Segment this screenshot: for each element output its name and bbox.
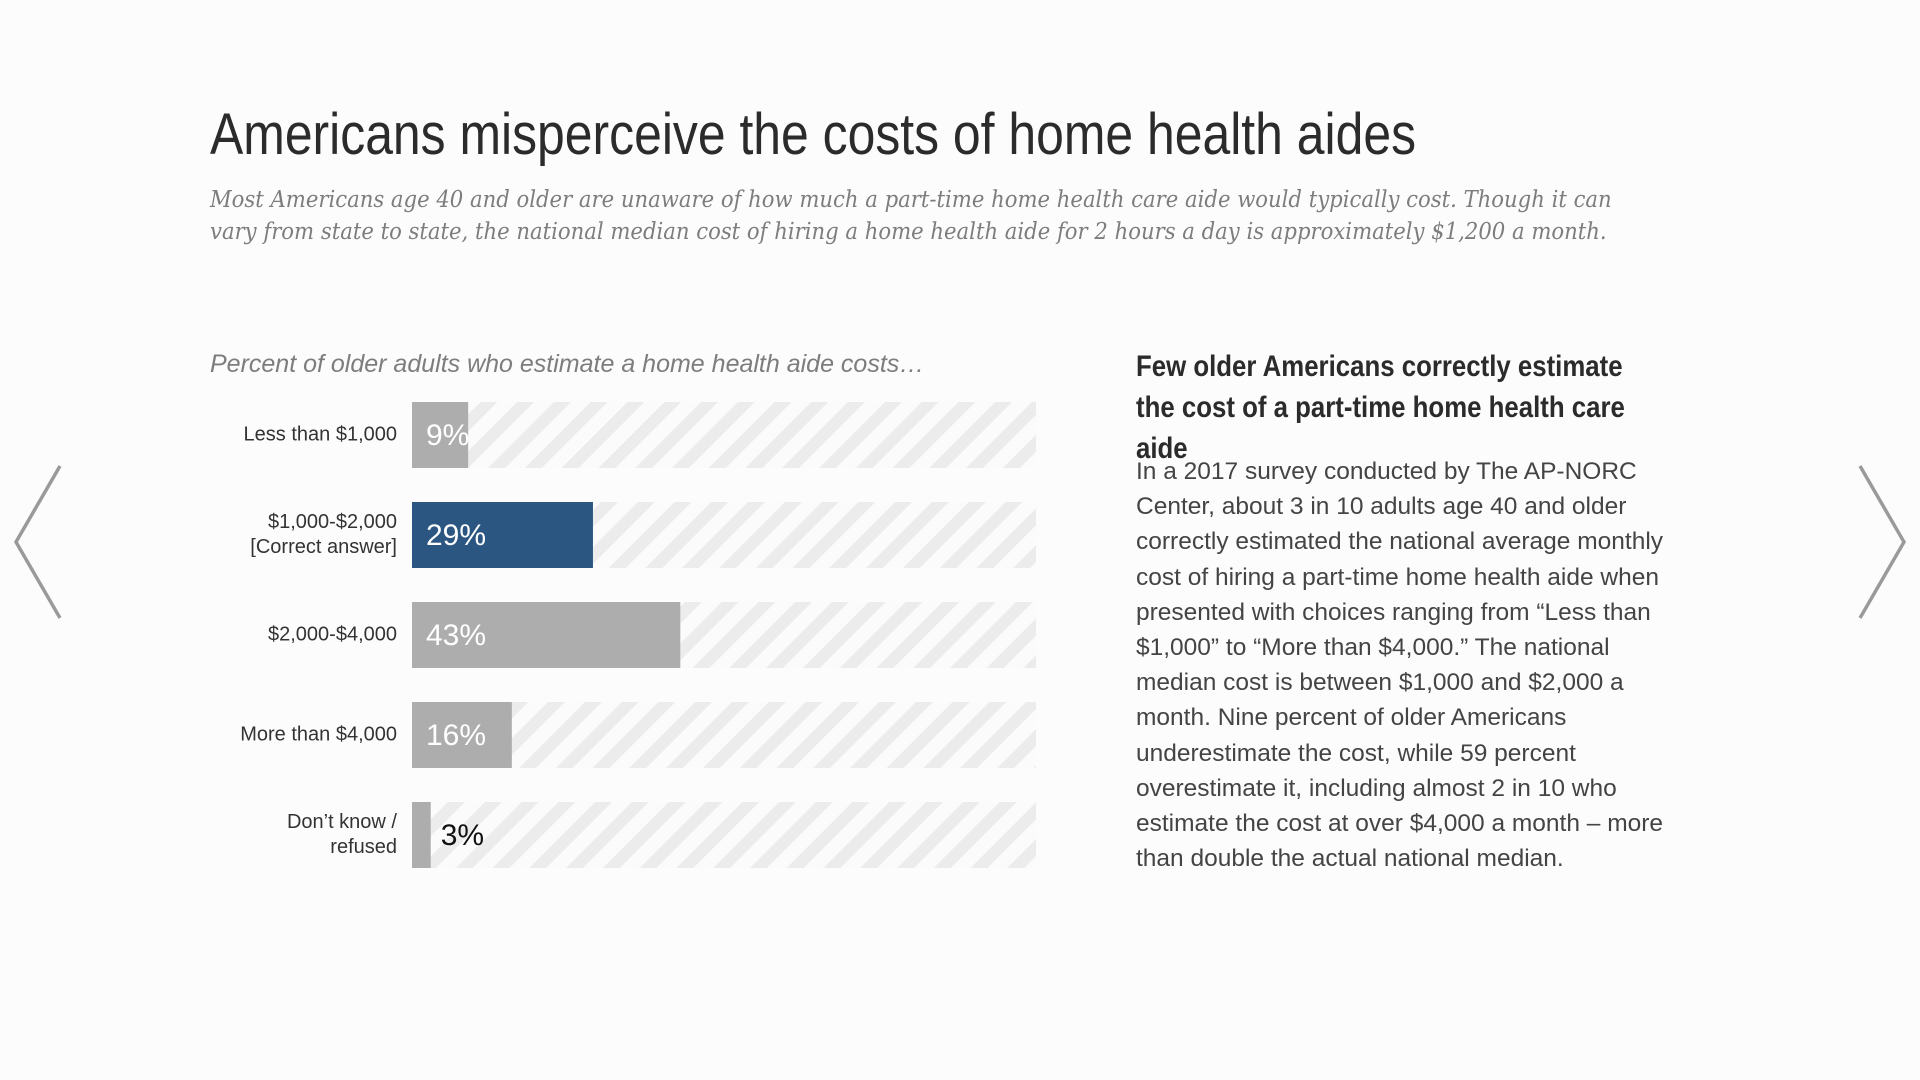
bar [412,702,512,768]
category-label: $1,000-$2,000 [268,511,397,533]
bar-row: $1,000-$2,000 [Correct answer] 29% [250,502,1036,568]
bar-track [412,802,1036,868]
next-slide-button[interactable] [1852,462,1912,622]
bar [412,602,681,668]
bar-track [412,502,1036,568]
category-label: More than $4,000 [240,723,397,745]
bar-track [412,602,1036,668]
bar-row: Don’t know / refused 3% [287,802,1036,868]
value-label: 16% [426,719,486,752]
side-panel-body: In a 2017 survey conducted by The AP-NOR… [1136,458,1664,873]
bar [412,402,469,468]
side-panel-heading: Few older Americans correctly estimate t… [1136,350,1625,465]
category-label: $2,000-$4,000 [268,623,397,645]
chart-title: Percent of older adults who estimate a h… [210,350,925,378]
previous-slide-button[interactable] [8,462,68,622]
category-label: refused [330,836,397,858]
chevron-right-icon [1858,465,1907,619]
category-label: Less than $1,000 [244,423,397,445]
bar-row: More than $4,000 16% [240,702,1036,768]
bar-track [412,402,1036,468]
value-label: 29% [426,519,486,552]
bar-highlighted [412,502,593,568]
page-title: Americans misperceive the costs of home … [210,102,1417,167]
bar [412,802,431,868]
category-label: Don’t know / [287,811,397,833]
chevron-left-icon [13,465,62,619]
value-label: 3% [441,819,484,852]
bar-track [412,702,1036,768]
bar-row: Less than $1,000 9% [244,402,1036,468]
value-label: 9% [426,419,469,452]
page-subtitle: Most Americans age 40 and older are unaw… [210,187,1612,245]
value-label: 43% [426,619,486,652]
bar-row: $2,000-$4,000 43% [268,602,1036,668]
category-label: [Correct answer] [250,536,397,558]
